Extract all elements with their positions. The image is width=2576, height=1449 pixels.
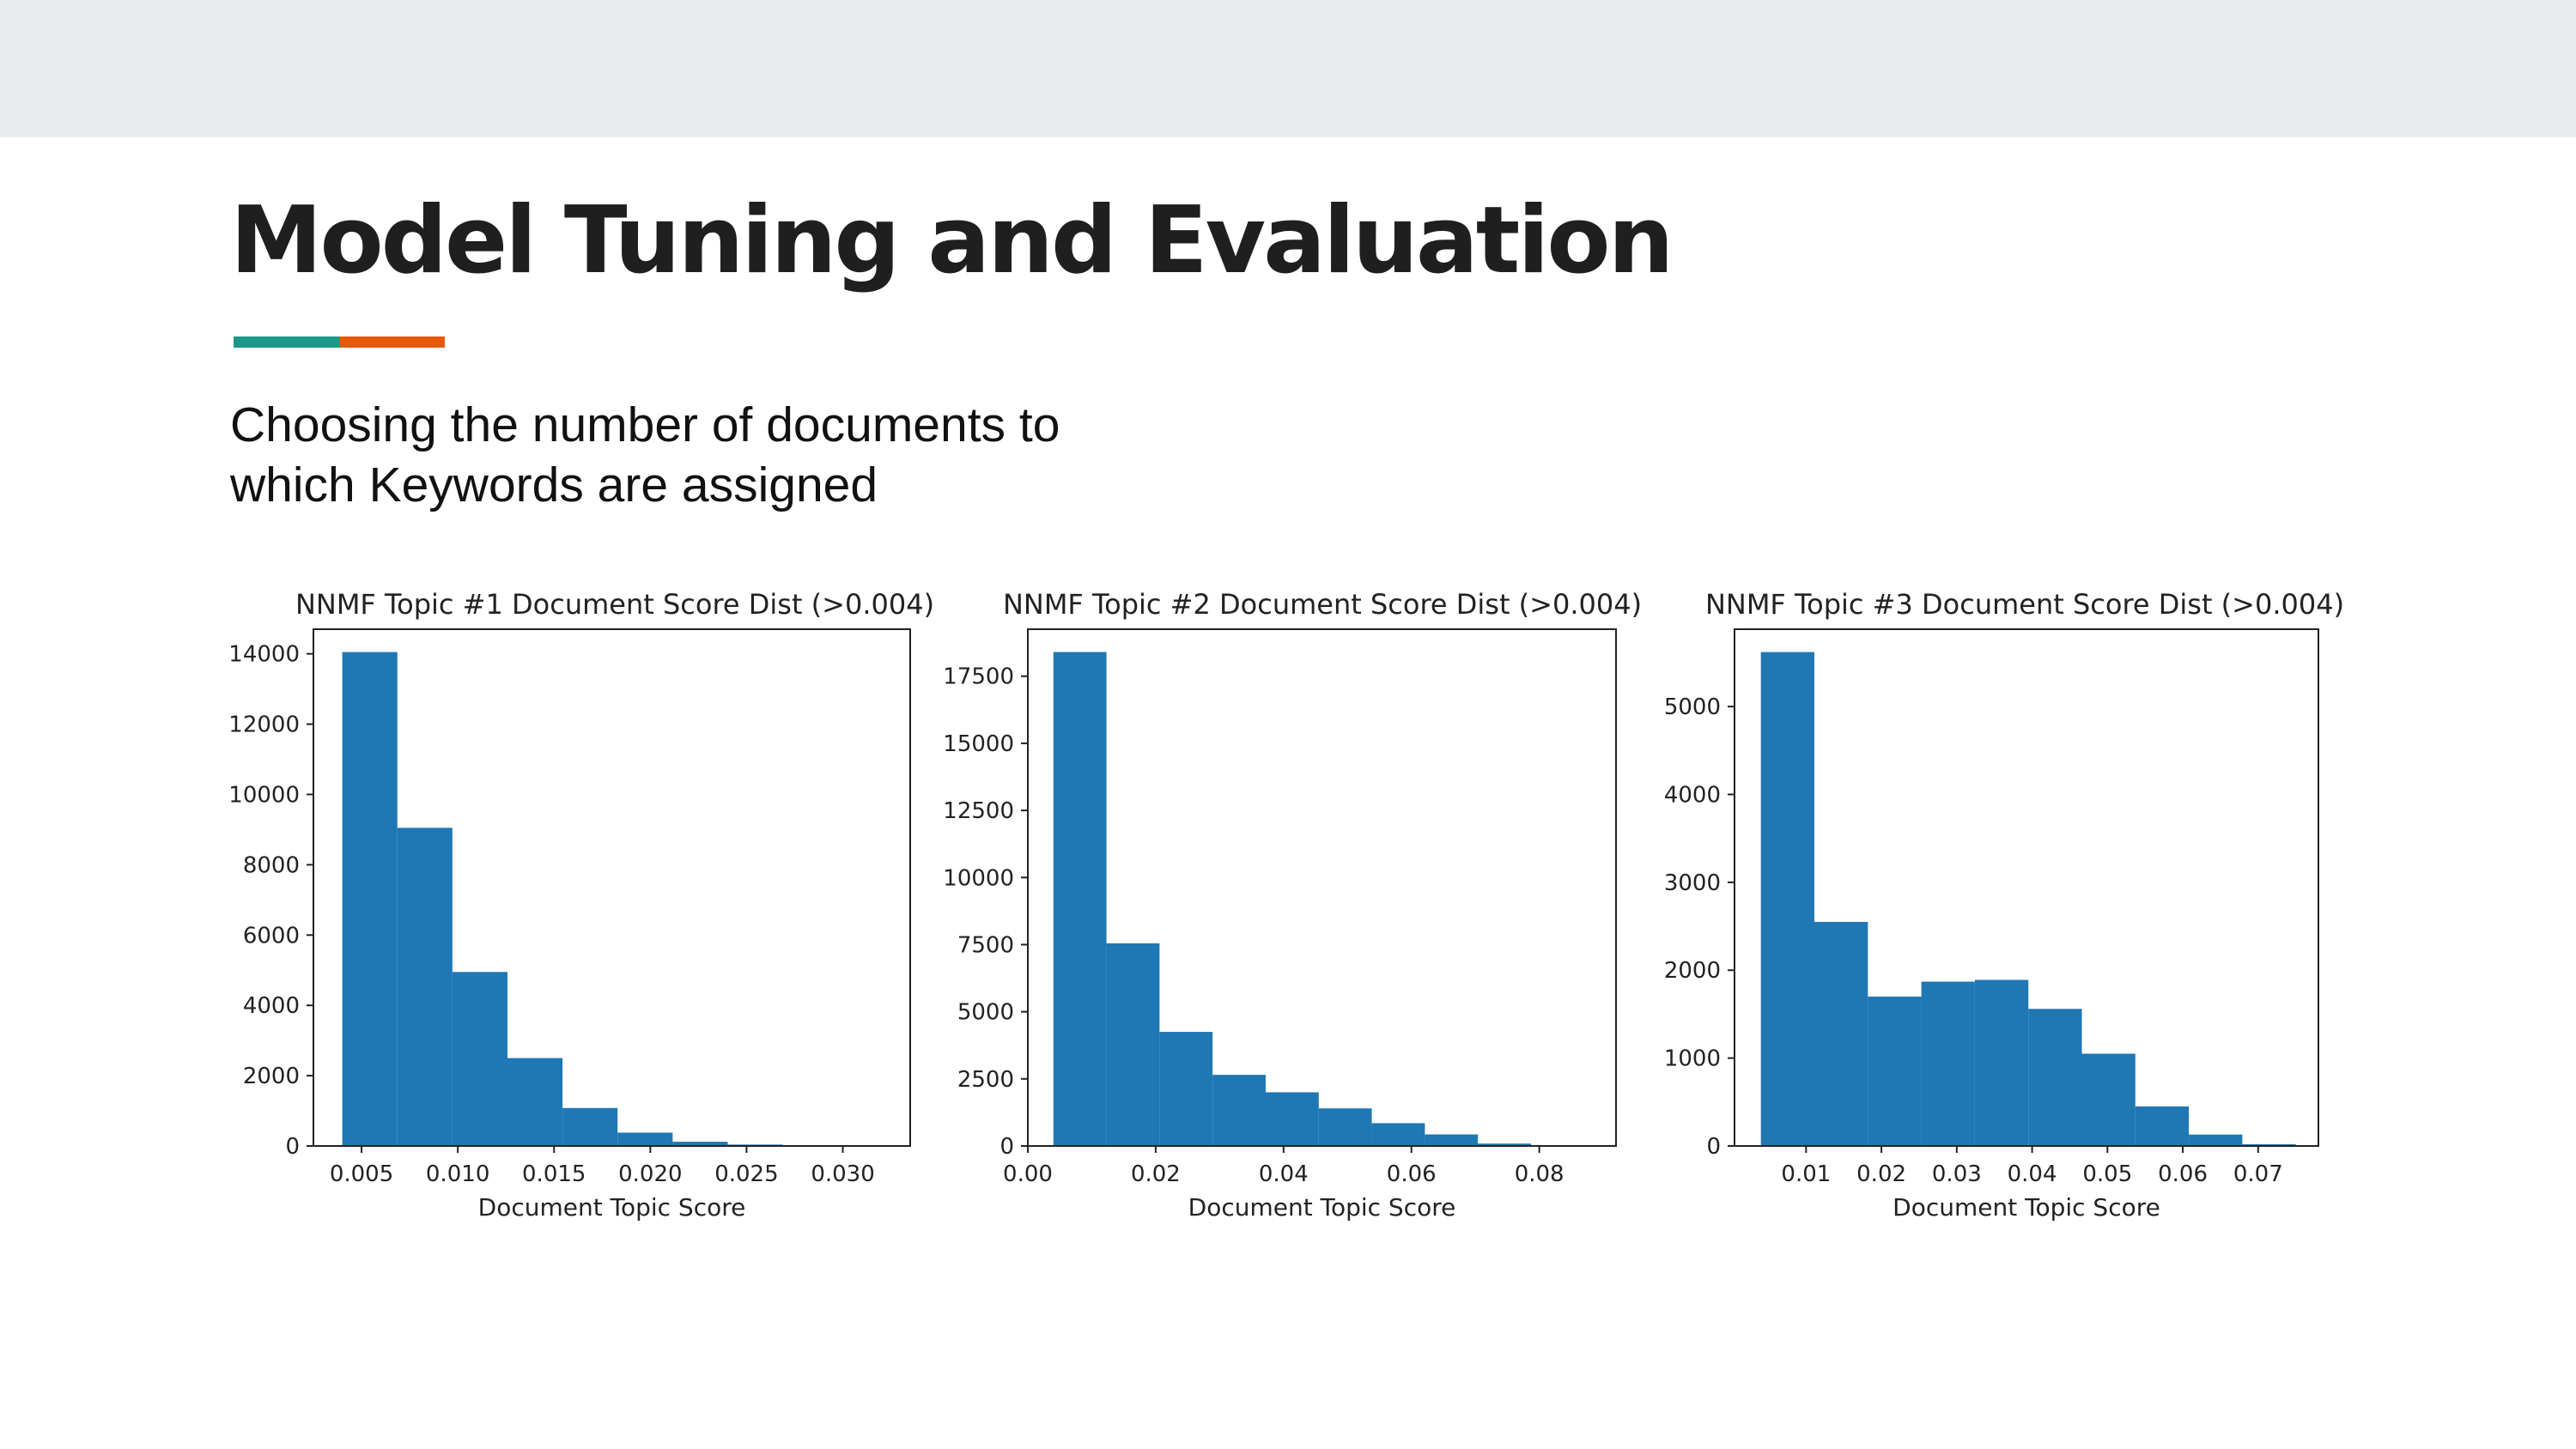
chart-2-xtick-label: 0.00 [1003, 1161, 1053, 1187]
accent-bar-teal [234, 336, 340, 348]
chart-3: NNMF Topic #3 Document Score Dist (>0.00… [1664, 588, 2344, 1222]
chart-2-bar-6 [1318, 1108, 1372, 1146]
chart-3-bar-2 [1814, 921, 1868, 1146]
chart-2-xtick-label: 0.06 [1387, 1161, 1437, 1187]
chart-1-bar-1 [342, 652, 398, 1146]
chart-1-ytick-label: 2000 [243, 1064, 300, 1089]
slide-subtitle: Choosing the number of documents to whic… [230, 395, 1261, 515]
chart-1-title: NNMF Topic #1 Document Score Dist (>0.00… [295, 588, 934, 621]
chart-3-bar-4 [1921, 981, 1975, 1146]
chart-3-ytick-label: 3000 [1664, 870, 1721, 896]
chart-1-xtick-label: 0.010 [426, 1161, 489, 1187]
chart-2-bar-3 [1159, 1032, 1213, 1146]
chart-2: NNMF Topic #2 Document Score Dist (>0.00… [943, 588, 1642, 1222]
chart-1-xtick-label: 0.015 [522, 1161, 586, 1187]
chart-3-ytick-label: 0 [1706, 1134, 1721, 1160]
chart-2-bar-8 [1425, 1134, 1479, 1146]
chart-3-xtick-label: 0.02 [1856, 1161, 1906, 1187]
chart-1: NNMF Topic #1 Document Score Dist (>0.00… [228, 588, 934, 1222]
chart-2-bar-2 [1106, 943, 1160, 1146]
chart-2-bar-7 [1371, 1123, 1425, 1146]
chart-1-ytick-label: 10000 [228, 782, 300, 808]
chart-2-xtick-label: 0.04 [1259, 1161, 1309, 1187]
chart-2-bar-9 [1478, 1143, 1531, 1146]
chart-3-bar-3 [1868, 996, 1922, 1146]
subtitle-line-2: which Keywords are assigned [230, 458, 878, 512]
chart-2-ytick-label: 10000 [943, 865, 1014, 891]
chart-1-ytick-label: 4000 [243, 993, 300, 1019]
chart-3-ytick-label: 5000 [1664, 694, 1721, 720]
chart-3-xtick-label: 0.07 [2233, 1161, 2283, 1187]
chart-1-bar-6 [617, 1132, 673, 1146]
chart-3-xtick-label: 0.06 [2158, 1161, 2208, 1187]
chart-2-bar-1 [1053, 652, 1107, 1146]
chart-3-ytick-label: 2000 [1664, 958, 1721, 984]
accent-bar-orange [340, 336, 445, 348]
chart-1-xtick-label: 0.005 [330, 1161, 393, 1187]
chart-1-xlabel: Document Topic Score [478, 1193, 746, 1222]
chart-1-ytick-label: 12000 [228, 712, 300, 738]
chart-3-xtick-label: 0.04 [2008, 1161, 2057, 1187]
chart-3-frame [1734, 628, 2319, 1147]
chart-1-bar-3 [452, 972, 507, 1146]
chart-1-bar-4 [507, 1058, 563, 1146]
chart-2-ytick-label: 17500 [943, 664, 1014, 690]
chart-2-ytick-label: 2500 [957, 1067, 1014, 1093]
chart-3-bar-10 [2242, 1143, 2296, 1146]
slide-title: Model Tuning and Evaluation [230, 187, 1674, 294]
chart-3-ytick-label: 1000 [1664, 1046, 1721, 1072]
chart-2-frame [1027, 628, 1617, 1147]
chart-3-xtick-label: 0.03 [1932, 1161, 1982, 1187]
chart-2-title: NNMF Topic #2 Document Score Dist (>0.00… [1003, 588, 1642, 621]
chart-2-bar-4 [1212, 1075, 1266, 1146]
chart-2-xlabel: Document Topic Score [1188, 1193, 1456, 1222]
chart-2-ytick-label: 12500 [943, 798, 1014, 824]
chart-3-bar-1 [1760, 652, 1815, 1146]
chart-2-bar-5 [1265, 1092, 1319, 1146]
chart-3-bar-7 [2081, 1053, 2136, 1146]
chart-1-ytick-label: 0 [285, 1134, 300, 1160]
chart-1-frame [313, 628, 911, 1147]
chart-3-bar-9 [2189, 1134, 2243, 1146]
chart-1-bar-5 [562, 1107, 618, 1146]
chart-1-bar-2 [397, 828, 453, 1146]
chart-2-xtick-label: 0.02 [1131, 1161, 1181, 1187]
chart-1-xtick-label: 0.025 [714, 1161, 778, 1187]
chart-1-bar-7 [672, 1142, 728, 1146]
chart-1-xtick-label: 0.020 [618, 1161, 682, 1187]
chart-3-bar-8 [2135, 1106, 2190, 1146]
chart-2-ytick-label: 7500 [957, 932, 1014, 958]
chart-2-ytick-label: 5000 [957, 1000, 1014, 1026]
top-banner [0, 0, 2576, 137]
chart-1-ytick-label: 8000 [243, 852, 300, 878]
chart-2-xtick-label: 0.08 [1515, 1161, 1564, 1187]
chart-1-xtick-label: 0.030 [811, 1161, 874, 1187]
subtitle-line-1: Choosing the number of documents to [230, 397, 1060, 452]
chart-3-bar-5 [1974, 979, 2029, 1146]
chart-3-xtick-label: 0.05 [2082, 1161, 2132, 1187]
chart-2-ytick-label: 0 [999, 1134, 1014, 1160]
chart-1-ytick-label: 6000 [243, 923, 300, 949]
chart-2-ytick-label: 15000 [943, 731, 1014, 757]
chart-1-ytick-label: 14000 [228, 642, 300, 668]
chart-3-xlabel: Document Topic Score [1893, 1193, 2160, 1222]
chart-3-xtick-label: 0.01 [1781, 1161, 1831, 1187]
chart-3-bar-6 [2028, 1009, 2082, 1146]
chart-3-title: NNMF Topic #3 Document Score Dist (>0.00… [1705, 588, 2344, 621]
chart-3-ytick-label: 4000 [1664, 782, 1721, 808]
